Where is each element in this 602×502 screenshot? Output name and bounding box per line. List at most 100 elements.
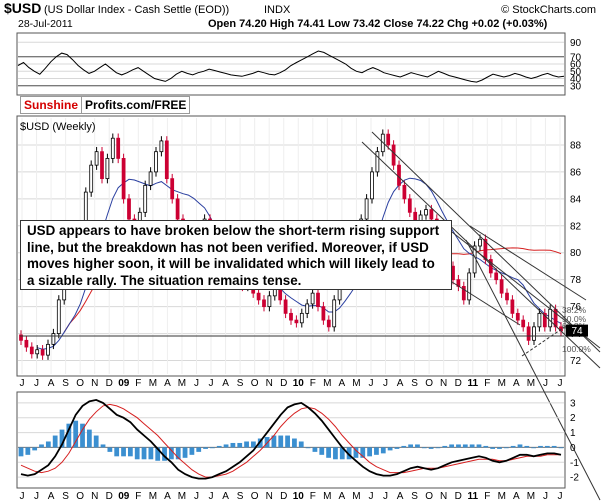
x-tick-label: A — [222, 491, 229, 502]
macd-histogram-bar — [456, 444, 461, 448]
x-tick-label: J — [368, 378, 373, 389]
macd-histogram-bar — [449, 444, 455, 448]
macd-histogram-bar — [175, 447, 181, 460]
x-tick-label: A — [48, 378, 55, 389]
x-tick-label: D — [455, 378, 462, 389]
macd-lines — [20, 398, 562, 480]
macd-histogram-bar — [93, 435, 99, 448]
x-tick-label: M — [527, 491, 535, 502]
x-tick-label: M — [352, 378, 360, 389]
macd-histogram-bar — [25, 447, 31, 455]
macd-tick-label: 2 — [570, 413, 576, 424]
candle-body — [407, 198, 412, 213]
rsi-series — [17, 50, 565, 83]
x-tick-label: S — [237, 491, 244, 502]
candle-body — [143, 184, 148, 213]
macd-histogram-bar — [476, 444, 482, 448]
macd-histogram-bar — [333, 447, 338, 460]
macd-histogram-bar — [285, 435, 290, 448]
candle-body — [402, 184, 407, 200]
candle-body — [321, 306, 326, 321]
x-tick-label: J — [34, 378, 39, 389]
x-tick-label: A — [339, 491, 346, 502]
candle-body — [24, 339, 29, 348]
macd-histogram-bar — [278, 435, 284, 448]
trend-line — [521, 325, 567, 357]
x-tick-label: J — [209, 378, 214, 389]
x-tick-label: M — [149, 378, 157, 389]
x-tick-label: J — [34, 491, 39, 502]
chart-ohlc: Open 74.20 High 74.41 Low 73.42 Close 74… — [208, 18, 548, 30]
candle-body — [316, 292, 320, 308]
x-tick-label: O — [251, 378, 259, 389]
macd-histogram-bar — [435, 447, 441, 449]
x-tick-label: N — [91, 378, 98, 389]
candle-body — [148, 171, 153, 186]
candle-body — [537, 312, 542, 328]
macd-histogram-bar — [127, 447, 133, 457]
price-tick-label: 88 — [570, 140, 582, 151]
x-tick-label: A — [513, 491, 520, 502]
macd-histogram-bar — [353, 447, 359, 458]
price-axis: 72747678808284868838.2%50.0%61.8%100.0%7… — [562, 140, 591, 367]
x-tick-label: D — [455, 491, 462, 502]
annotation-pointer — [451, 281, 521, 326]
candle-body — [386, 133, 391, 146]
candle-body — [105, 158, 110, 180]
current-price-marker — [566, 324, 588, 337]
candle-body — [515, 312, 520, 321]
macd-histogram-bar — [251, 441, 256, 448]
candle-body — [127, 198, 131, 220]
candle-body — [170, 178, 175, 200]
macd-histogram-bar — [408, 444, 414, 448]
macd-histogram-bar — [203, 447, 208, 449]
macd-histogram-bar — [490, 447, 496, 449]
candle-body — [294, 319, 299, 324]
macd-histogram-bar — [469, 444, 475, 448]
chart-ticker: $USD — [4, 0, 41, 16]
x-tick-label: A — [339, 378, 346, 389]
macd-histogram-bar — [80, 423, 85, 448]
macd-histogram-bar — [162, 447, 167, 461]
macd-histogram-bar — [428, 447, 434, 449]
macd-tick-label: -1 — [570, 458, 579, 469]
macd-histogram-bar — [558, 447, 564, 449]
x-tick-label: F — [135, 378, 141, 389]
candle-body — [461, 286, 466, 301]
x-tick-label: J — [383, 491, 388, 502]
x-axis-labels: JJJJAASSOONNDD0909FFMMAAMMJJJJAASSOONNDD… — [20, 378, 563, 502]
macd-histogram-bar — [524, 445, 530, 448]
x-tick-label: J — [368, 491, 373, 502]
x-tick-label: M — [178, 378, 186, 389]
candle-body — [375, 151, 380, 173]
price-tick-label: 76 — [570, 302, 582, 313]
sunshine-profits-logo: Sunshine Profits.com/FREE — [20, 96, 191, 114]
x-tick-label: A — [222, 378, 229, 389]
x-tick-label: J — [543, 491, 548, 502]
macd-histogram-bar — [360, 447, 366, 458]
macd-histogram-bar — [73, 420, 79, 448]
x-tick-label: S — [62, 378, 69, 389]
x-tick-label: N — [91, 491, 98, 502]
candle-body — [89, 164, 94, 193]
x-tick-label: O — [425, 491, 433, 502]
chart-description: (US Dollar Index - Cash Settle (EOD)) — [44, 4, 229, 16]
trend-line — [371, 131, 601, 353]
x-tick-label: M — [527, 378, 535, 389]
macd-histogram-bar — [305, 447, 311, 449]
macd-histogram-bar — [339, 447, 345, 460]
macd-histogram-bar — [100, 444, 106, 448]
macd-histogram-bar — [394, 447, 400, 449]
candle-body — [510, 299, 515, 314]
candle-body — [499, 279, 504, 294]
macd-histogram-bar — [380, 447, 386, 454]
candle-body — [159, 140, 164, 153]
x-tick-label: F — [484, 378, 490, 389]
logo-part1: Sunshine — [21, 97, 83, 113]
macd-histogram-bar — [462, 444, 468, 448]
x-tick-label: F — [484, 491, 490, 502]
x-tick-label: F — [310, 491, 316, 502]
macd-histogram-bar — [298, 441, 304, 448]
x-tick-label: 09 — [118, 378, 130, 389]
price-tick-label: 78 — [570, 275, 582, 286]
